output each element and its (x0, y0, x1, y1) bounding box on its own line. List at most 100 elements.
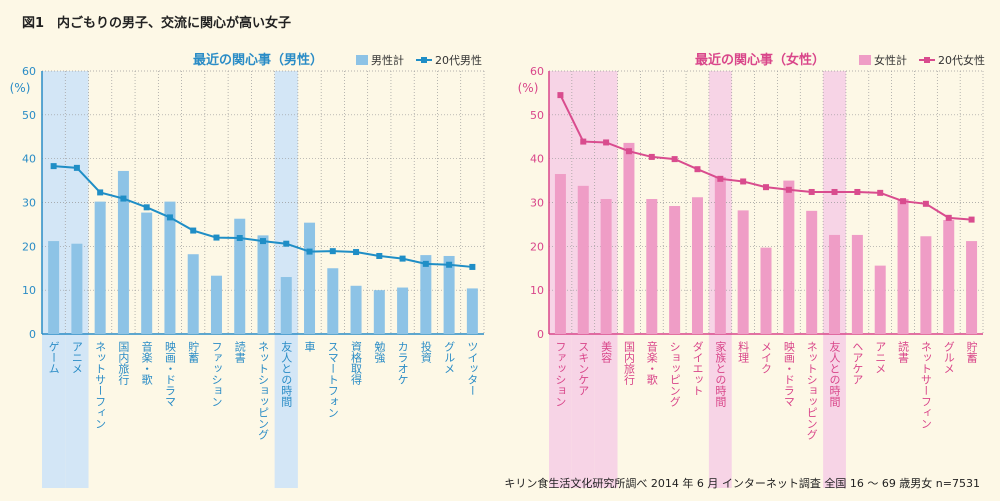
male-chart-ytick-label: 20 (22, 240, 36, 253)
female-chart-bar (577, 185, 589, 334)
male-chart-category-label: 資格取得 (350, 341, 363, 385)
female-chart-category-label: 貯蓄 (965, 341, 978, 363)
male-chart-bar (280, 277, 292, 334)
male-chart-line-point (306, 248, 313, 255)
female-chart-line-point (648, 153, 655, 160)
female-chart-line-point (580, 138, 587, 145)
female-chart-line-point (603, 139, 610, 146)
female-chart-category-label: スキンケア (577, 341, 590, 396)
male-chart-line-point (236, 235, 243, 242)
female-chart-category-label: 友人との時間 (828, 340, 841, 408)
female-chart-bar (966, 241, 978, 334)
male-chart-line-point (283, 240, 290, 247)
female-chart-legend-line-marker (924, 57, 930, 63)
male-chart-line-point (353, 249, 360, 256)
male-chart-bar (257, 235, 269, 334)
male-chart-category-label: グルメ (443, 341, 456, 374)
female-chart-category-label: グルメ (942, 341, 955, 374)
female-chart-category-label: 美容 (600, 341, 613, 364)
male-chart-title: 最近の関心事（男性） (193, 52, 323, 68)
female-chart-bar (897, 198, 909, 334)
female-chart-category-label: ネットサーフィン (919, 341, 932, 429)
female-chart-ylabel: (%) (518, 81, 539, 95)
male-chart-line-point (97, 189, 104, 196)
male-chart-line-point (143, 204, 150, 211)
female-chart-line-point (671, 156, 678, 163)
male-chart-line-point (399, 255, 406, 262)
male-chart-category-label: ファッション (210, 341, 223, 407)
male-chart-category-label: 貯蓄 (187, 341, 200, 363)
female-chart-bar (623, 142, 635, 334)
female-chart-line-point (694, 166, 701, 173)
female-chart-line-point (945, 214, 952, 221)
male-chart-legend-line-label: 20代男性 (435, 53, 482, 67)
male-chart-bar (304, 222, 316, 334)
female-chart-bar (714, 177, 726, 334)
male-chart-bar (350, 285, 362, 334)
female-chart-ytick-label: 50 (530, 109, 544, 122)
male-chart-line-point (73, 164, 80, 171)
female-chart-line-point (831, 188, 838, 195)
female-chart-bar (646, 198, 658, 334)
female-chart-category-label: ファッション (554, 341, 567, 407)
female-chart-legend-bar-label: 女性計 (874, 53, 907, 67)
figure-title: 図1 内ごもりの男子、交流に関心が高い女子 (22, 16, 292, 31)
male-chart-bar (234, 218, 246, 334)
male-chart-line-point (190, 227, 197, 234)
male-chart-bar (141, 212, 153, 334)
male-chart-category-label: 勉強 (373, 340, 386, 364)
female-chart-category-label: ショッピング (668, 341, 681, 407)
female-chart-line-point (763, 184, 769, 191)
male-chart-category-label: 映画・ドラマ (163, 341, 176, 407)
female-chart-category-label: 音楽・歌 (645, 340, 658, 386)
male-chart-bar (187, 254, 199, 334)
male-chart-bar (210, 275, 222, 334)
female-chart-legend-bar-swatch (859, 55, 871, 65)
female-chart-bar (851, 234, 863, 334)
female-chart-category-label: 映画・ドラマ (782, 341, 795, 407)
male-chart-category-label: ネットサーフィン (94, 341, 107, 429)
male-chart-category-label: 読書 (233, 340, 246, 364)
female-chart-category-label: 読書 (897, 340, 910, 364)
female-chart-line-point (922, 200, 929, 207)
male-chart-category-label: 投資 (419, 340, 432, 363)
female-chart-category-label: メイク (760, 341, 773, 374)
male-chart-line-point (469, 263, 476, 270)
female-chart-category-label: 国内旅行 (622, 341, 635, 386)
male-chart-line-point (120, 195, 127, 202)
female-chart-ytick-label: 30 (530, 197, 544, 210)
female-chart-bar (806, 210, 818, 334)
male-chart-line-point (329, 248, 336, 255)
male-chart-ytick-label: 50 (22, 109, 36, 122)
female-chart-ytick-label: 20 (530, 240, 544, 253)
male-chart-ytick-label: 10 (22, 284, 36, 297)
male-chart-bar (327, 268, 339, 334)
male-chart-bar (117, 170, 129, 334)
male-chart-line-point (50, 163, 57, 170)
female-chart-line-point (900, 198, 907, 205)
female-chart-bar (920, 236, 932, 334)
male-chart-bar (48, 241, 60, 334)
female-chart-bar (669, 206, 681, 334)
female-chart-line-point (557, 92, 564, 99)
male-chart-category-label: ツイッター (466, 341, 479, 396)
female-chart-title: 最近の関心事（女性） (695, 52, 825, 68)
female-chart-line-point (717, 175, 724, 182)
female-chart-category-label: アニメ (874, 341, 887, 374)
female-chart-bar (829, 234, 841, 334)
male-chart-category-label: スマートフォン (326, 341, 339, 418)
female-chart-bar (943, 220, 955, 334)
female-chart-category-label: 家族との時間 (714, 340, 727, 408)
source-note: キリン食生活文化研究所調べ 2014 年 6 月 インターネット調査 全国 16… (504, 477, 980, 490)
male-chart-legend-bar-swatch (356, 55, 368, 65)
female-chart-ytick-label: 60 (530, 65, 544, 78)
male-chart-bar (164, 201, 176, 334)
male-chart-ytick-label: 60 (22, 65, 36, 78)
male-chart-category-label: 車 (303, 340, 316, 353)
male-chart-bar (71, 243, 83, 334)
male-chart-line-point (166, 214, 173, 221)
male-chart-line-point (446, 261, 453, 268)
female-chart-ytick-label: 10 (530, 284, 544, 297)
male-chart-bar (373, 290, 385, 334)
